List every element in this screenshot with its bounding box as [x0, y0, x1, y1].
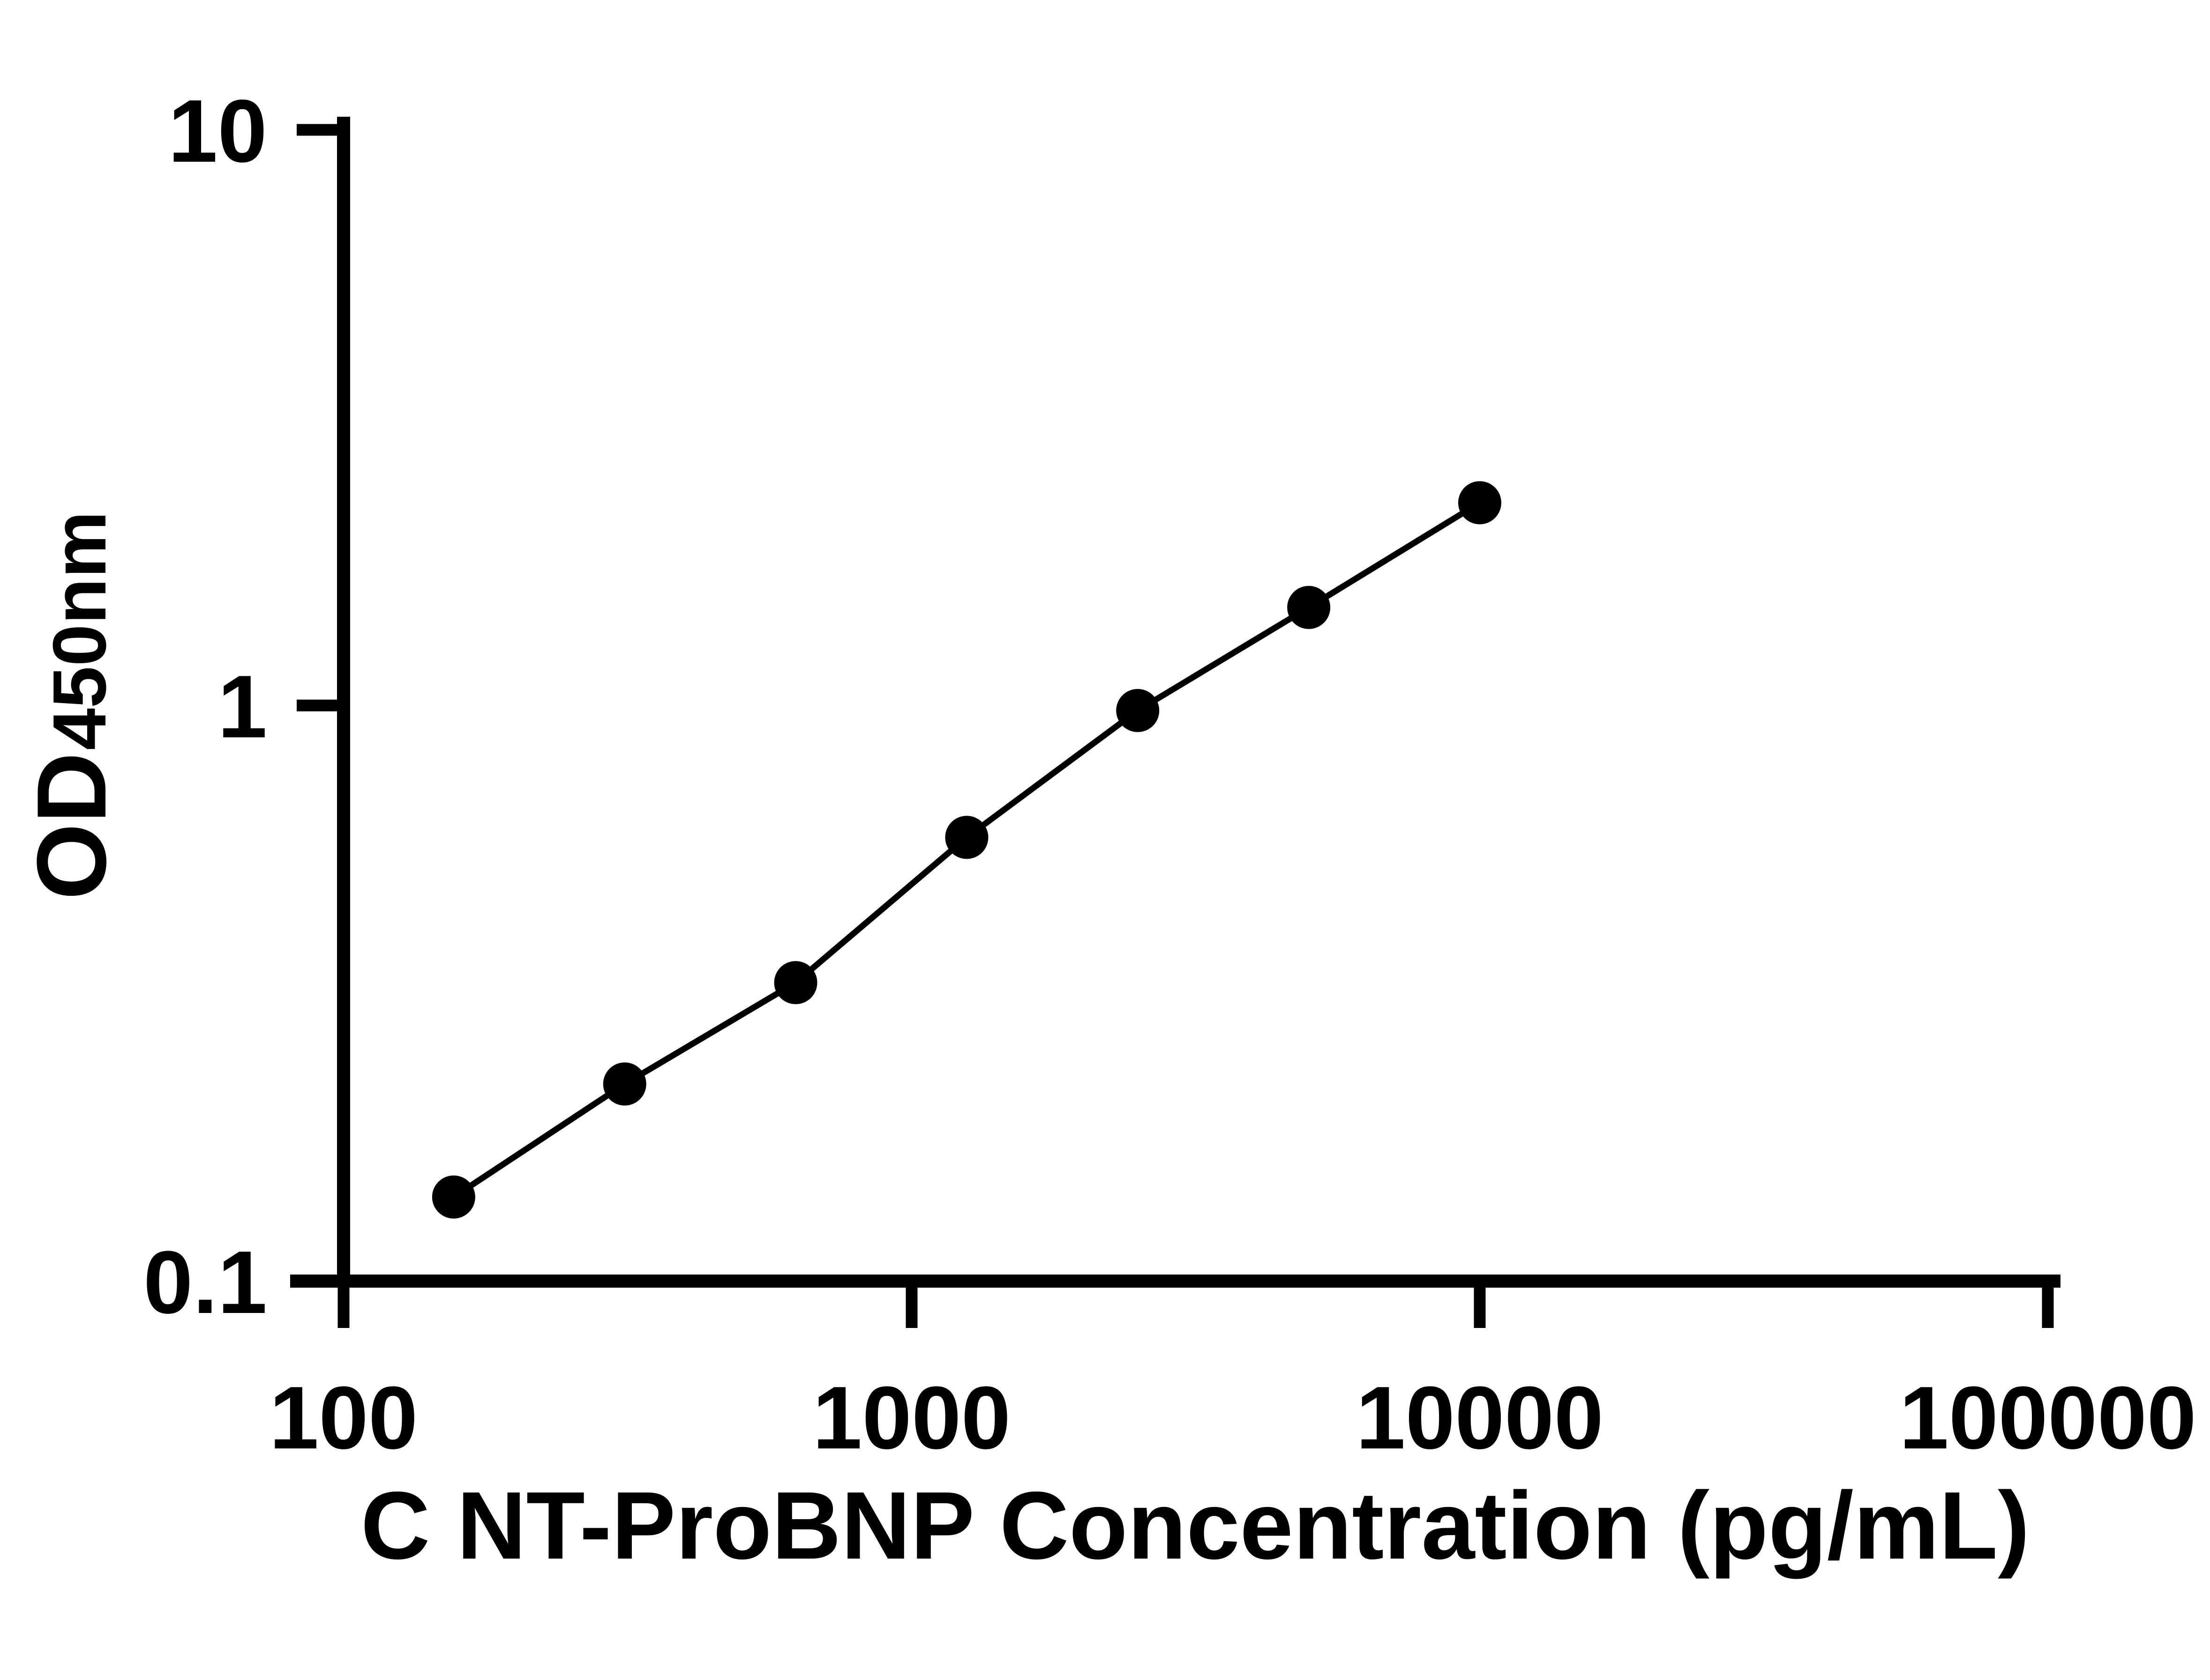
y-axis-ticks — [297, 124, 344, 1287]
y-axis-title-main: OD — [16, 752, 127, 900]
data-point — [1116, 689, 1160, 732]
data-point — [603, 1062, 646, 1106]
y-axis-tick-labels: 10 1 0.1 — [143, 82, 267, 1332]
y-tick-label: 1 — [217, 657, 267, 757]
data-point — [432, 1175, 475, 1219]
x-tick-label: 100 — [269, 1368, 418, 1468]
x-tick-label: 100000 — [1899, 1368, 2196, 1468]
y-tick-label: 0.1 — [143, 1233, 267, 1332]
y-axis-title-sub: 450nm — [37, 511, 122, 750]
x-axis-tick-labels: 100 1000 10000 100000 — [269, 1368, 2196, 1468]
y-tick-label: 10 — [168, 82, 267, 181]
x-tick-label: 10000 — [1356, 1368, 1603, 1468]
data-point — [774, 961, 817, 1005]
y-axis-title: OD 450nm — [16, 511, 127, 900]
x-axis-ticks — [337, 1281, 2054, 1328]
data-point — [1458, 481, 1501, 525]
x-tick-label: 1000 — [813, 1368, 1011, 1468]
data-points — [432, 481, 1501, 1219]
data-point — [1287, 585, 1331, 629]
x-axis-title: C NT-ProBNP Concentration (pg/mL) — [361, 1472, 2030, 1579]
data-point — [945, 816, 989, 859]
